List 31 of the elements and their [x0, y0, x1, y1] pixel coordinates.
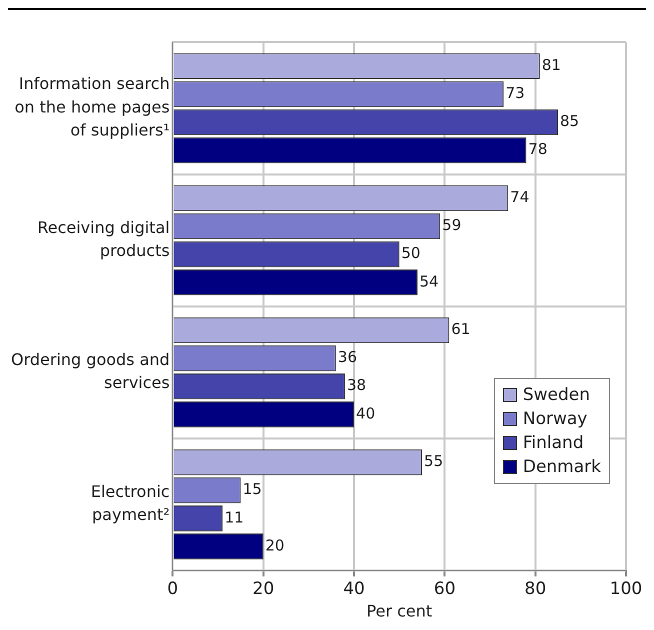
data-label: 36 [338, 348, 357, 366]
data-label: 78 [528, 140, 548, 158]
data-label: 50 [401, 244, 420, 262]
x-tick-label: 60 [434, 579, 456, 600]
data-label: 74 [510, 188, 530, 206]
data-label: 55 [424, 452, 444, 470]
data-label: 38 [346, 376, 366, 394]
x-tick-label: 80 [524, 579, 546, 600]
legend-label: Finland [522, 432, 584, 455]
x-tick-label: 100 [610, 579, 642, 600]
legend-label: Sweden [522, 384, 590, 407]
x-axis-title: Per cent [366, 602, 432, 621]
data-label: 85 [560, 112, 580, 130]
y-tick-label: Electronic payment² [90, 482, 170, 524]
data-label: 59 [442, 216, 462, 234]
data-label: 20 [265, 536, 284, 554]
x-tick-label: 0 [167, 579, 178, 600]
y-tick-label: Information search on the home pages of suppliers¹ [14, 74, 170, 140]
data-label: 40 [356, 404, 376, 422]
data-label: 11 [224, 508, 244, 526]
y-tick-label: Ordering goods and services [10, 350, 170, 392]
legend-label: Denmark [522, 456, 601, 479]
data-label: 61 [451, 320, 470, 338]
x-tick-label: 20 [252, 579, 274, 600]
data-label: 81 [542, 56, 561, 74]
data-label: 73 [506, 84, 525, 102]
data-label: 54 [419, 272, 439, 290]
x-tick-label: 40 [343, 579, 365, 600]
y-tick-label: Receiving digital products [37, 218, 170, 260]
data-label: 15 [242, 480, 262, 498]
legend-label: Norway [522, 408, 588, 431]
